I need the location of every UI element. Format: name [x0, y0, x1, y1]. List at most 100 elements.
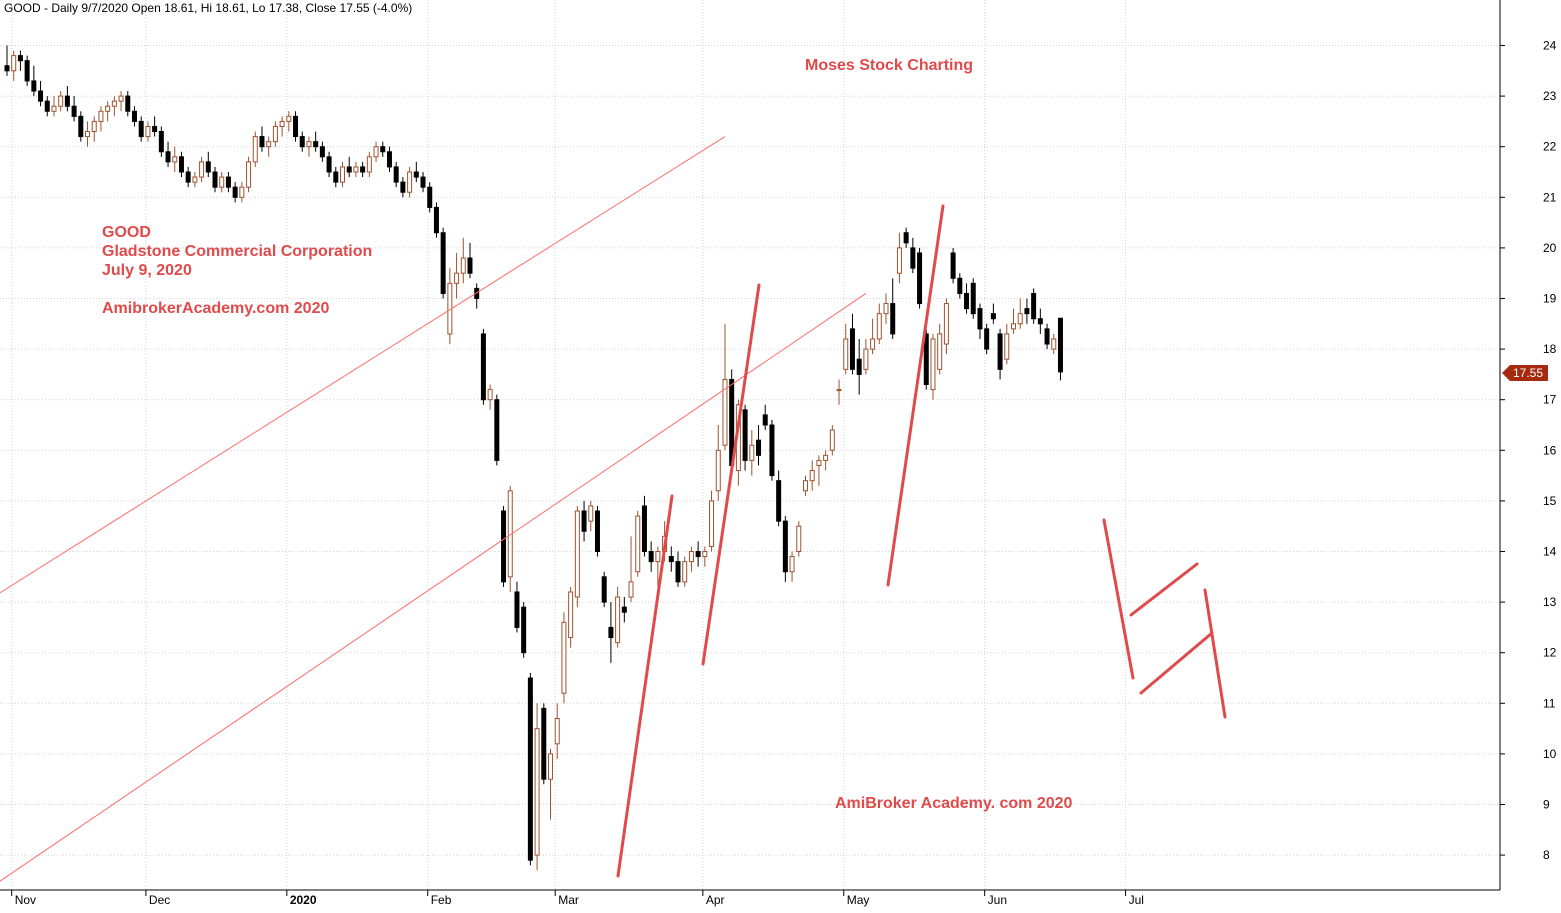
candle [266, 136, 272, 157]
candle [581, 500, 587, 542]
candle [715, 425, 721, 501]
candle [24, 55, 30, 86]
candle-body-up [863, 348, 869, 370]
annotation-stroke [886, 204, 945, 587]
candle-body-down [742, 409, 748, 461]
candle [682, 556, 688, 587]
candle-body-up [883, 303, 889, 315]
price-tick-label: 14 [1543, 545, 1557, 559]
candle [185, 166, 191, 188]
candle-body-down [541, 707, 547, 780]
site-annotation-top: AmibrokerAcademy.com 2020 [102, 300, 329, 317]
candle [628, 536, 634, 603]
candle-body-up [789, 556, 795, 573]
candle-body-down [212, 171, 218, 188]
candle-body-down [1024, 308, 1030, 315]
candle [313, 131, 319, 152]
candle-body-down [695, 551, 701, 558]
candle [494, 394, 500, 466]
candle [1031, 288, 1037, 324]
candle [366, 151, 372, 178]
candle [843, 323, 849, 375]
candle-body-down [433, 206, 439, 234]
candle-body-up [702, 551, 708, 558]
candle-body-down [299, 136, 305, 148]
candle-body-up [252, 136, 258, 163]
candle-body-down [997, 333, 1003, 370]
candle-body-down [903, 232, 909, 244]
last-price-tag: 17.55 [1502, 365, 1548, 381]
candle [333, 166, 339, 188]
date-tick-label: Jun [988, 893, 1007, 907]
grid [0, 0, 1500, 890]
candle [192, 172, 198, 188]
candle [1044, 323, 1050, 350]
candle [849, 313, 855, 375]
candle [594, 505, 600, 557]
candle-body-down [380, 146, 386, 153]
candle-body-up [836, 389, 842, 392]
annotation-stroke [1203, 588, 1227, 719]
candle-body-down [158, 131, 164, 153]
date-tick-label: Jul [1129, 893, 1144, 907]
candle-body-up [145, 125, 151, 138]
candle [561, 612, 567, 704]
candle-body-down [24, 60, 30, 82]
candle [78, 111, 84, 142]
channel-upper [0, 136, 726, 594]
candle [212, 166, 218, 193]
candle-body-up [548, 753, 554, 780]
candle-body-down [910, 247, 916, 269]
candle-body-up [1017, 313, 1023, 325]
candle-body-up [460, 257, 466, 274]
date-tick-label: May [847, 893, 870, 907]
candle [943, 298, 949, 355]
candle-body-up [561, 621, 567, 694]
candle [802, 475, 808, 496]
candle [756, 425, 762, 466]
candle-body-down [64, 95, 70, 107]
candle-body-down [849, 328, 855, 370]
candle [125, 91, 131, 117]
candle-body-down [621, 606, 627, 613]
candle [1057, 317, 1063, 381]
candle-body-up [870, 338, 876, 350]
candle [829, 425, 835, 456]
site-annotation-bottom: AmiBroker Academy. com 2020 [835, 795, 1073, 812]
candle [615, 586, 621, 648]
candle [279, 116, 285, 137]
candle [621, 597, 627, 623]
candle-body-up [628, 581, 634, 598]
candle [1004, 323, 1010, 365]
candle-body-down [393, 166, 399, 183]
candle [541, 703, 547, 785]
candle-body-up [796, 525, 802, 553]
candle-body-down [44, 100, 50, 112]
candle [386, 146, 392, 172]
candle-body-down [293, 115, 299, 138]
candle [380, 141, 386, 157]
candle-body-down [326, 156, 332, 173]
candle-body-up [816, 459, 822, 466]
candle [272, 121, 278, 147]
candle-body-up [105, 105, 111, 112]
candle [910, 237, 916, 274]
candle-body-up [286, 115, 292, 122]
candle-body-up [279, 120, 285, 127]
candle [836, 379, 842, 405]
candle [937, 323, 943, 375]
candle [98, 106, 104, 132]
candle-body-down [480, 333, 486, 401]
candle [259, 126, 265, 152]
candle-body-down [990, 313, 996, 320]
candle-body-up [454, 272, 460, 284]
candle-body-down [178, 156, 184, 173]
candle [1024, 298, 1030, 324]
chart-header: GOOD - Daily 9/7/2020 Open 18.61, Hi 18.… [4, 1, 412, 15]
date-tick-label: 2020 [290, 893, 317, 907]
date-axis: Nov Dec 2020 Feb Mar Apr May Jun Jul [0, 889, 1500, 907]
candle [823, 450, 829, 471]
candle [85, 121, 91, 147]
